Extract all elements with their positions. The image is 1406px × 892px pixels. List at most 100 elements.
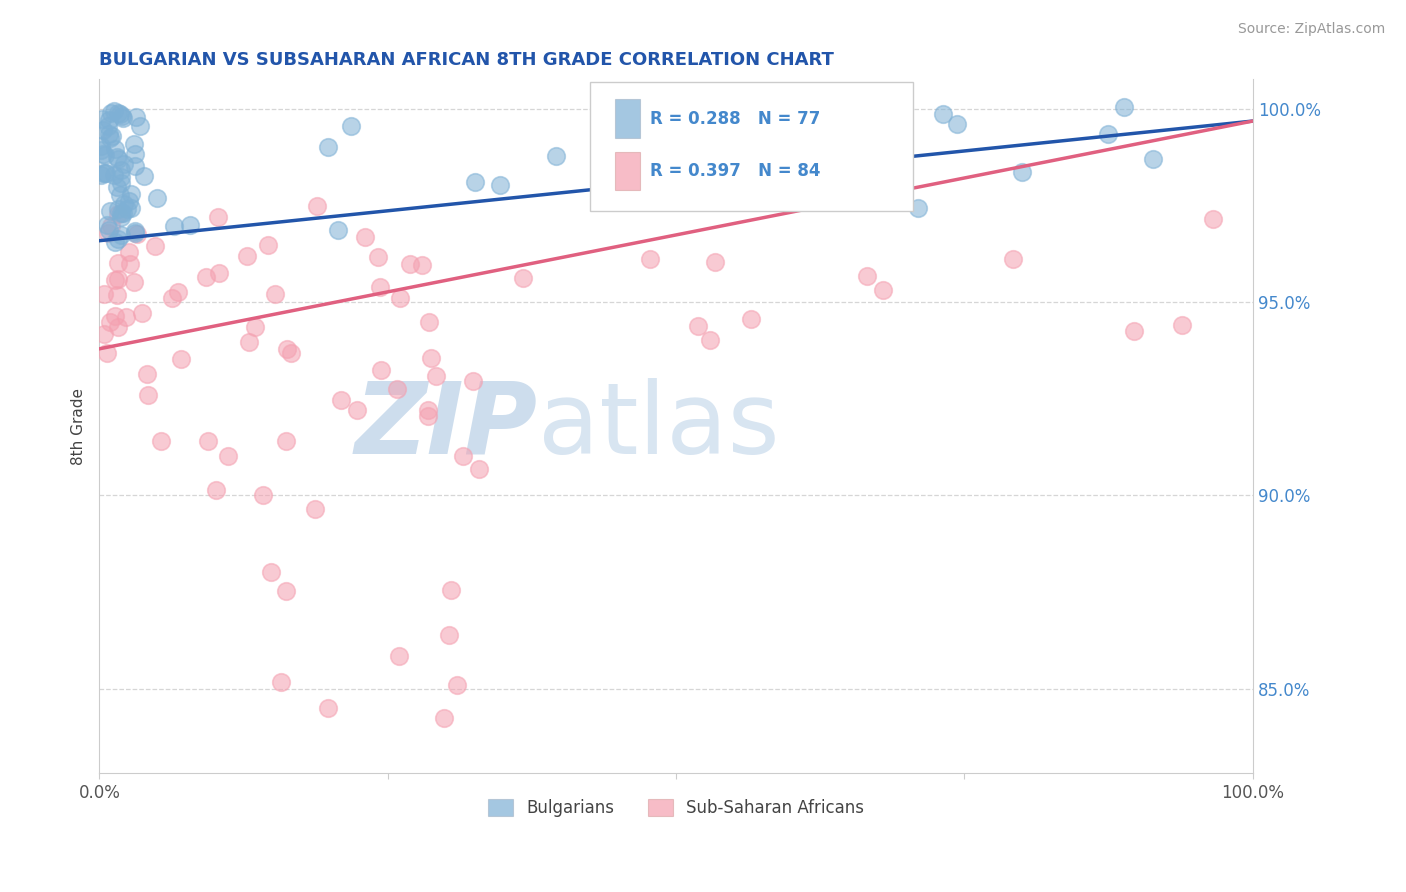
Point xyxy=(111,109,134,123)
Point xyxy=(97,119,120,133)
Point xyxy=(205,483,228,497)
Point xyxy=(243,320,266,334)
Point xyxy=(103,104,125,119)
Point xyxy=(118,245,141,260)
Point xyxy=(135,367,157,381)
Point xyxy=(118,194,141,208)
Legend: Bulgarians, Sub-Saharan Africans: Bulgarians, Sub-Saharan Africans xyxy=(481,793,870,824)
Point xyxy=(91,166,114,180)
Point xyxy=(235,249,257,263)
Point xyxy=(418,403,440,417)
Point xyxy=(100,219,122,234)
Point xyxy=(385,383,408,397)
Point xyxy=(257,237,280,252)
Point xyxy=(97,112,120,127)
Point xyxy=(167,285,190,299)
Point xyxy=(107,255,129,269)
Point xyxy=(1171,318,1194,332)
Point xyxy=(107,232,129,246)
Point xyxy=(170,351,193,366)
Point xyxy=(263,286,285,301)
Point xyxy=(105,287,128,301)
Point xyxy=(104,273,127,287)
Point xyxy=(688,318,710,333)
Point xyxy=(108,188,131,202)
Point xyxy=(107,207,129,221)
Point xyxy=(433,711,456,725)
Point xyxy=(1114,100,1136,114)
Point xyxy=(340,119,363,133)
Point xyxy=(353,230,375,244)
Point xyxy=(304,501,326,516)
Point xyxy=(389,291,412,305)
Point xyxy=(150,434,173,449)
Point xyxy=(100,128,122,143)
Point xyxy=(217,449,239,463)
Point xyxy=(131,306,153,320)
Point xyxy=(276,342,298,356)
Point xyxy=(931,107,953,121)
Point xyxy=(411,258,433,272)
Point xyxy=(136,388,159,402)
Point xyxy=(124,226,146,240)
Point xyxy=(326,223,349,237)
Point xyxy=(122,137,145,152)
Point xyxy=(280,345,302,359)
Point xyxy=(305,199,328,213)
Point xyxy=(872,283,894,297)
Point xyxy=(655,190,678,204)
Point xyxy=(699,333,721,347)
Point xyxy=(98,222,121,236)
Point xyxy=(112,111,135,125)
Point xyxy=(1002,252,1025,267)
Point xyxy=(367,250,389,264)
Point xyxy=(1202,211,1225,226)
Point xyxy=(1097,127,1119,141)
Point xyxy=(856,268,879,283)
Point xyxy=(596,193,619,207)
Point xyxy=(124,147,146,161)
Point xyxy=(252,488,274,502)
Point xyxy=(104,309,127,323)
Point xyxy=(440,583,463,598)
Point xyxy=(90,138,112,153)
Point xyxy=(453,450,475,464)
Point xyxy=(93,147,115,161)
Point xyxy=(125,111,148,125)
Point xyxy=(132,169,155,183)
Point xyxy=(787,125,810,139)
Point xyxy=(464,175,486,189)
Point xyxy=(112,206,135,220)
Point xyxy=(105,179,128,194)
Point xyxy=(163,219,186,234)
Point xyxy=(107,319,129,334)
Point xyxy=(98,203,121,218)
Point xyxy=(546,149,568,163)
Point xyxy=(794,101,817,115)
Point xyxy=(946,117,969,131)
Point xyxy=(370,362,392,376)
Point xyxy=(103,168,125,182)
Point xyxy=(124,275,146,289)
Point xyxy=(398,257,420,271)
Point xyxy=(316,140,339,154)
Point xyxy=(644,112,666,127)
Point xyxy=(346,402,368,417)
Point xyxy=(388,649,411,664)
Point xyxy=(330,393,353,408)
Point xyxy=(112,196,135,211)
Point xyxy=(107,202,129,217)
Point xyxy=(276,583,298,598)
Point xyxy=(96,346,118,360)
Point xyxy=(107,106,129,120)
Point xyxy=(815,173,838,187)
Point xyxy=(110,163,132,178)
Point xyxy=(107,152,129,166)
Point xyxy=(195,270,218,285)
Point xyxy=(368,279,391,293)
Point xyxy=(179,218,201,232)
Point xyxy=(418,316,440,330)
Point xyxy=(120,186,142,201)
Point xyxy=(97,226,120,240)
Point xyxy=(260,565,283,579)
